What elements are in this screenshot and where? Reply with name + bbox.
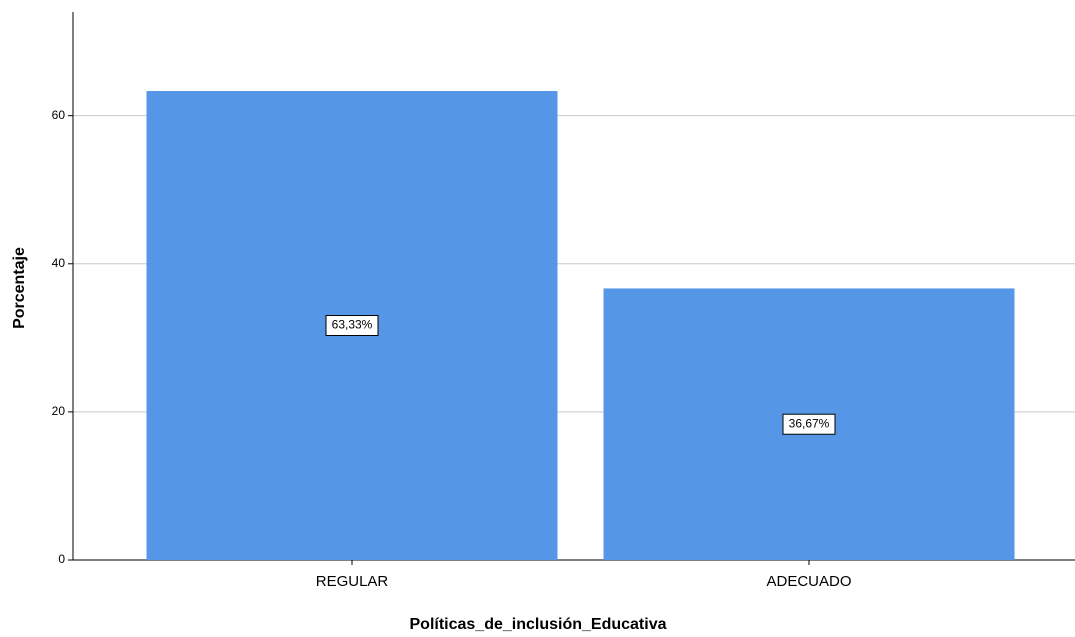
value-label: 63,33% <box>332 318 373 332</box>
x-axis-title: Políticas_de_inclusión_Educativa <box>410 616 667 633</box>
value-label-box <box>782 413 836 435</box>
y-axis-title: Porcentaje <box>11 247 28 329</box>
y-tick-label: 0 <box>58 552 65 566</box>
value-label-box <box>325 315 379 337</box>
x-tick-label: ADECUADO <box>766 573 851 590</box>
y-tick-label: 20 <box>52 404 66 418</box>
y-tick-label: 40 <box>52 256 66 270</box>
y-tick-label: 60 <box>52 108 66 122</box>
value-label: 36,67% <box>789 416 830 430</box>
x-tick-label: REGULAR <box>316 573 389 590</box>
